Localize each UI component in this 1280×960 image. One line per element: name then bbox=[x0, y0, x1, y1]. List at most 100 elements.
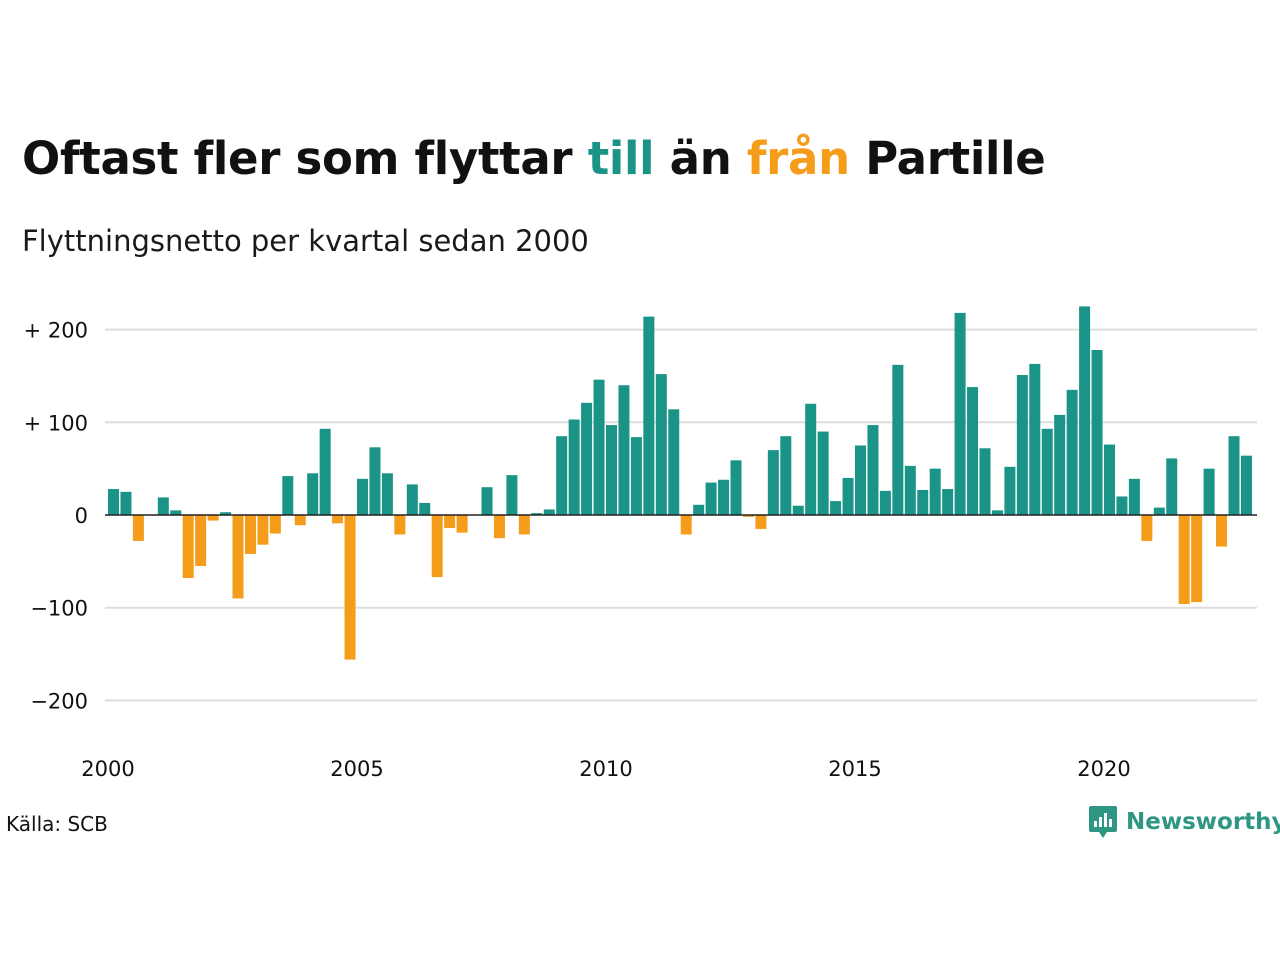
y-tick-label: −100 bbox=[30, 597, 88, 621]
bar bbox=[805, 403, 817, 515]
bar bbox=[718, 479, 730, 515]
bar bbox=[1066, 389, 1078, 515]
title-positive-word: till bbox=[587, 132, 655, 185]
y-tick-label: 0 bbox=[75, 504, 88, 528]
bar bbox=[357, 478, 368, 515]
bar bbox=[1191, 515, 1203, 603]
bar bbox=[1091, 349, 1103, 515]
bar bbox=[157, 497, 169, 515]
bar bbox=[1104, 444, 1115, 515]
bar bbox=[593, 379, 605, 515]
bar bbox=[705, 482, 717, 515]
bar bbox=[481, 487, 493, 515]
bar bbox=[892, 364, 904, 515]
bar bbox=[182, 515, 194, 579]
title-negative-word: från bbox=[746, 132, 850, 185]
bar-chart: + 200 + 100 0 −100 −200 2000 2005 2010 2015 2020 bbox=[24, 306, 1257, 781]
bar bbox=[655, 374, 667, 515]
bar bbox=[904, 465, 916, 515]
bar bbox=[207, 515, 219, 521]
newsworthy-logo[interactable]: Newsworthy bbox=[1088, 804, 1280, 840]
bar bbox=[842, 477, 854, 515]
x-tick-label: 2000 bbox=[81, 757, 134, 781]
bar bbox=[929, 468, 941, 515]
bar bbox=[419, 502, 431, 515]
bar bbox=[755, 515, 767, 529]
y-tick-label: + 100 bbox=[24, 411, 88, 435]
bar bbox=[879, 490, 891, 515]
bar bbox=[1079, 306, 1091, 515]
bar bbox=[1128, 478, 1140, 515]
bar bbox=[195, 515, 207, 566]
bar bbox=[742, 515, 754, 517]
bar bbox=[294, 515, 306, 526]
bar bbox=[282, 476, 294, 515]
bar bbox=[780, 436, 792, 515]
bar bbox=[456, 515, 468, 533]
bar bbox=[369, 447, 381, 515]
bar bbox=[319, 428, 331, 515]
x-tick-label: 2020 bbox=[1077, 757, 1130, 781]
bar bbox=[680, 515, 692, 535]
bar bbox=[867, 425, 879, 515]
bar bbox=[1203, 468, 1215, 515]
bar bbox=[855, 445, 866, 515]
bar bbox=[269, 515, 281, 534]
bar bbox=[1029, 363, 1041, 515]
gridlines bbox=[105, 328, 1257, 702]
bar bbox=[1216, 515, 1228, 547]
bar bbox=[518, 515, 530, 535]
bar bbox=[967, 387, 979, 515]
bar bbox=[1166, 458, 1178, 515]
bar bbox=[132, 515, 144, 541]
bar bbox=[568, 419, 580, 515]
bar bbox=[531, 513, 543, 515]
chart-title: Oftast fler som flyttar till än från Par… bbox=[22, 132, 1046, 185]
bar bbox=[1054, 414, 1066, 515]
bar bbox=[220, 512, 232, 515]
bar bbox=[556, 436, 568, 515]
y-axis-ticks: + 200 + 100 0 −100 −200 bbox=[24, 319, 88, 714]
bar bbox=[1178, 515, 1190, 604]
bar bbox=[257, 515, 269, 545]
bar bbox=[232, 515, 244, 599]
bar bbox=[817, 431, 829, 515]
x-tick-label: 2015 bbox=[828, 757, 881, 781]
bar bbox=[1141, 515, 1153, 541]
bar bbox=[792, 505, 804, 515]
bar bbox=[344, 515, 356, 660]
bar bbox=[630, 437, 642, 515]
bar bbox=[581, 402, 593, 515]
bar bbox=[668, 409, 680, 515]
y-tick-label: −200 bbox=[30, 689, 88, 713]
bar bbox=[1041, 428, 1053, 515]
x-tick-label: 2010 bbox=[579, 757, 632, 781]
bar bbox=[120, 491, 132, 515]
bar bbox=[381, 473, 393, 515]
bar bbox=[1153, 507, 1165, 515]
bar bbox=[1228, 436, 1240, 515]
bar bbox=[942, 489, 954, 515]
source-label: Källa: SCB bbox=[6, 812, 108, 836]
newsworthy-icon bbox=[1089, 806, 1117, 838]
bar bbox=[767, 450, 779, 515]
chart-subtitle: Flyttningsnetto per kvartal sedan 2000 bbox=[22, 224, 589, 258]
bars bbox=[108, 306, 1252, 660]
bar bbox=[506, 475, 518, 515]
bar bbox=[332, 515, 344, 524]
bar bbox=[954, 312, 966, 515]
title-part-3: Partille bbox=[849, 132, 1046, 185]
bar bbox=[830, 501, 842, 515]
bar bbox=[394, 515, 406, 535]
bar bbox=[170, 510, 182, 515]
bar bbox=[543, 509, 555, 515]
bar bbox=[979, 448, 991, 515]
bar bbox=[606, 425, 617, 515]
bar bbox=[1016, 375, 1028, 515]
bar bbox=[917, 489, 929, 515]
brand-name: Newsworthy bbox=[1126, 809, 1280, 835]
bar bbox=[431, 515, 443, 578]
title-part-2: än bbox=[654, 132, 747, 185]
bar bbox=[730, 460, 742, 515]
bar bbox=[406, 484, 418, 515]
